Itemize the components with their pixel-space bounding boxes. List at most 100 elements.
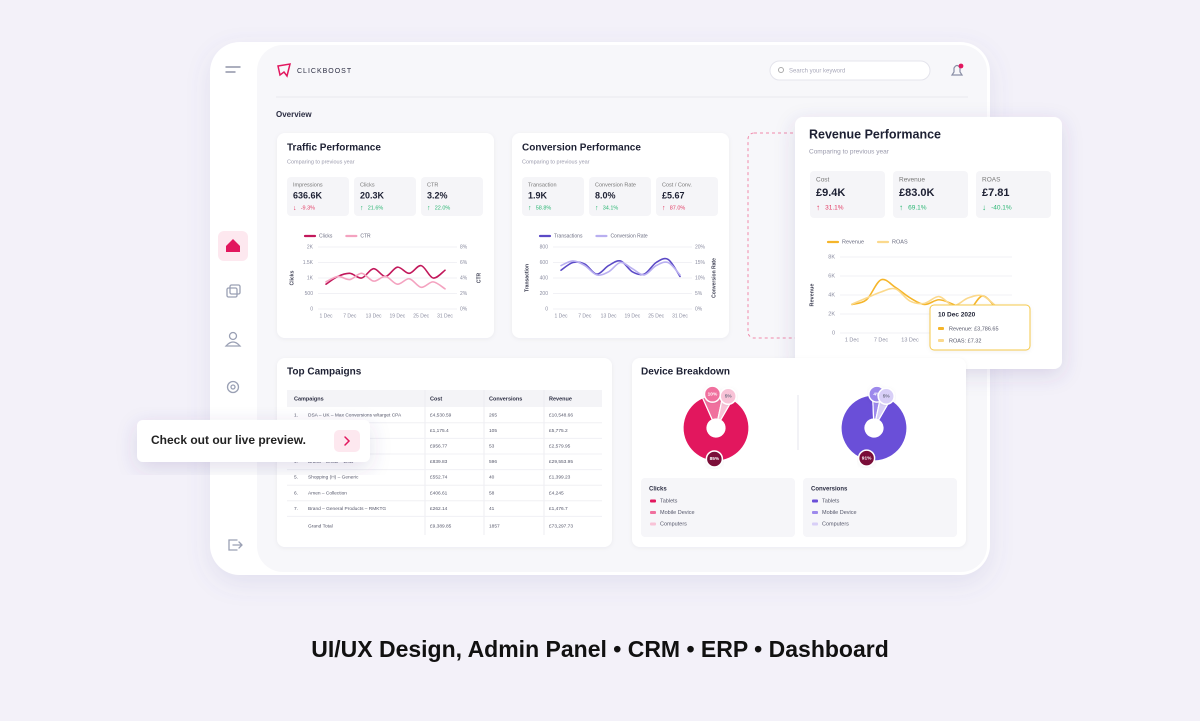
x-tick-label: 13 Dec [601, 313, 617, 319]
y-axis-label: Clicks [289, 270, 295, 285]
table-cell: 4. [294, 459, 298, 465]
pie-value-label: 91% [862, 455, 872, 461]
search-icon [778, 67, 784, 73]
series-line [325, 272, 446, 290]
table-cell: £29,553.95 [549, 459, 573, 465]
y-tick-label: 2K [307, 244, 314, 250]
legend-label: Computers [822, 521, 849, 527]
campaigns-icon[interactable] [226, 287, 238, 298]
y2-tick-label: 15% [695, 260, 706, 266]
table-cell: £10,548.66 [549, 412, 573, 418]
preview-callout [137, 420, 370, 462]
card-subtitle: Comparing to previous year [522, 159, 590, 165]
y2-tick-label: 10% [695, 275, 706, 281]
y-tick-label: 600 [540, 260, 549, 266]
x-tick-label: 13 Dec [366, 313, 382, 319]
legend-swatch [812, 522, 818, 526]
card-subtitle: Comparing to previous year [809, 149, 890, 156]
card-title: Conversion Performance [522, 143, 641, 154]
x-tick-label: 31 Dec [672, 313, 688, 319]
metric-box [287, 177, 349, 216]
profile-icon[interactable] [228, 331, 238, 341]
preview-button[interactable] [334, 430, 360, 452]
table-cell: £1,399.23 [549, 475, 571, 481]
legend-label: CTR [360, 233, 371, 239]
sidebar [218, 66, 248, 551]
column-header: Campaigns [294, 396, 324, 402]
table-cell: £839.83 [430, 459, 448, 465]
pie-value-label: 5% [725, 394, 733, 400]
placeholder-slot [747, 132, 809, 339]
brand-logo [277, 63, 292, 78]
y-axis-label: Transaction [524, 264, 530, 292]
settings-icon-core [230, 384, 236, 390]
y-tick-label: 0 [545, 306, 548, 312]
y2-tick-label: 5% [695, 291, 703, 297]
legend-label: Transactions [554, 233, 583, 239]
y-tick-label: 1.5K [303, 260, 314, 266]
table-cell: £4,530.59 [430, 412, 452, 418]
y2-tick-label: 6% [460, 260, 468, 266]
y2-tick-label: 0% [695, 306, 703, 312]
metric-box [810, 171, 885, 218]
pie-value-label: 4% [873, 391, 881, 397]
table-cell: Brand – Email – Lists [308, 459, 354, 465]
metric-box [656, 177, 718, 216]
metric-label: Transaction [528, 182, 557, 188]
x-tick-label: 7 Dec [874, 337, 889, 343]
legend-label: Clicks [319, 233, 333, 239]
metric-label: Clicks [360, 182, 375, 188]
metric-value: 8.0% [595, 190, 616, 200]
table-cell: £262.14 [430, 506, 448, 512]
legend-swatch [650, 499, 656, 503]
y-axis-label: Revenue [809, 284, 815, 307]
y-tick-label: 800 [540, 244, 549, 250]
metric-arrow: ↑ [427, 205, 431, 212]
y-tick-label: 2K [828, 311, 835, 317]
logout-icon[interactable] [228, 539, 243, 551]
notification-dot [958, 63, 964, 69]
pie-label-bubble [877, 387, 895, 406]
table-cell: DSA – UK – Max Conversions w/target CPA [308, 412, 402, 418]
legend-swatch [650, 511, 656, 514]
legend-title: Clicks [649, 487, 667, 493]
pie-slice [682, 397, 750, 462]
y-tick-label: 0 [310, 306, 313, 312]
search-box[interactable] [769, 60, 931, 81]
table-cell: 40 [489, 475, 495, 481]
home-icon [226, 239, 240, 252]
notification-bell[interactable] [950, 64, 964, 76]
metric-change: 31.1% [825, 205, 844, 212]
metric-box [589, 177, 651, 216]
metric-value: 636.6K [293, 190, 323, 200]
settings-icon[interactable] [226, 380, 240, 394]
series-line [851, 287, 998, 308]
table-cell: 58 [489, 490, 495, 496]
table-cell: Brand – General Products – RMKTG [308, 506, 386, 512]
pie-value-label: 85% [710, 456, 720, 462]
metric-value: £83.0K [899, 187, 935, 199]
y-tick-label: 1K [307, 275, 314, 281]
preview-chevron [344, 436, 351, 446]
section-title: Overview [276, 110, 312, 119]
metric-value: £9.4K [816, 187, 845, 199]
search-placeholder: Search your keyword [789, 69, 845, 75]
table-cell: £4,245 [549, 490, 564, 496]
table-total: 1857 [489, 523, 500, 529]
card-title: Device Breakdown [641, 367, 730, 378]
pie-label-bubble [719, 387, 737, 406]
card-title: Revenue Performance [809, 127, 941, 141]
table-cell: 6. [294, 490, 298, 496]
metric-label: Revenue [899, 177, 925, 184]
metric-label: Conversion Rate [595, 182, 636, 188]
metric-arrow: ↑ [899, 203, 903, 212]
x-tick-label: 7 Dec [578, 313, 592, 319]
table-cell: 53 [489, 443, 495, 449]
metric-change: 21.6% [368, 205, 384, 211]
metric-change: -9.3% [301, 205, 315, 211]
footer-caption: UI/UX Design, Admin Panel • CRM • ERP • … [311, 636, 889, 662]
tooltip-line: Revenue: £3,786.65 [949, 326, 999, 332]
metric-value: 1.9K [528, 190, 548, 200]
tooltip [929, 304, 1031, 351]
